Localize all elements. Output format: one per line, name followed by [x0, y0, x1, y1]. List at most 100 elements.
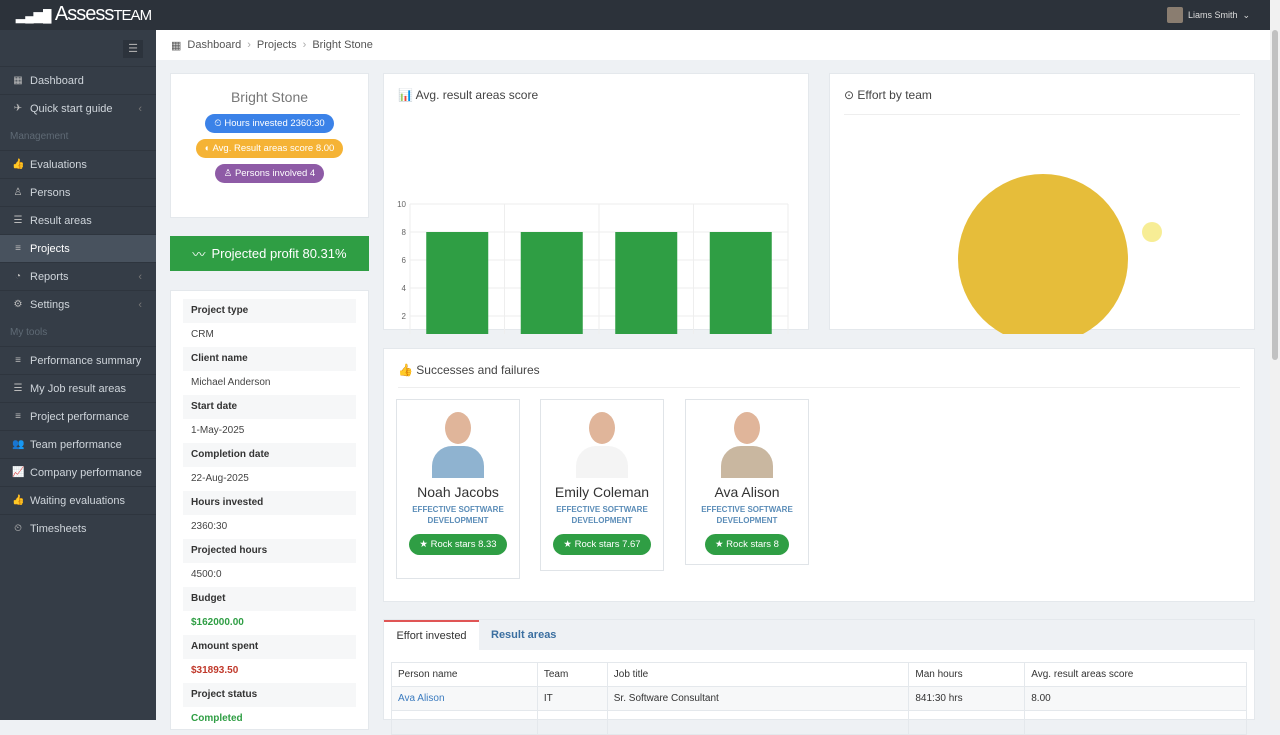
thumbs-up-icon: 👍: [12, 159, 25, 170]
detail-value: $162000.00: [191, 617, 244, 628]
person-role: EFFECTIVE SOFTWARE DEVELOPMENT: [701, 505, 793, 525]
person-role: EFFECTIVE SOFTWARE DEVELOPMENT: [556, 505, 648, 525]
panel-title: 📊 Avg. result areas score: [398, 88, 539, 102]
person-link[interactable]: Ava Alison: [391, 686, 538, 711]
table-cell: IT: [536, 686, 608, 711]
avg-score-chart-panel: 📊 Avg. result areas score 0246810MayJunJ…: [383, 73, 809, 334]
sidebar-section: Management: [10, 130, 69, 142]
table-cell: Sr. Software Consultant: [606, 686, 910, 711]
bar-jun: [520, 232, 583, 334]
clock-icon: ⏲: [14, 523, 22, 534]
breadcrumb: ▦ Dashboard › Projects › Bright Stone: [156, 30, 1270, 60]
sidebar-item-persons[interactable]: ♙ Persons: [0, 178, 156, 206]
hours-badge: ⏲ Hours invested 2360:30: [205, 114, 334, 133]
sidebar-item-dashboard[interactable]: ▦ Dashboard: [0, 66, 156, 94]
cursor-highlight: [1142, 222, 1162, 242]
detail-value: 2360:30: [191, 521, 228, 532]
column-header[interactable]: Person name: [391, 662, 538, 687]
breadcrumb-projects[interactable]: Projects: [256, 39, 297, 51]
y-tick-label: 2: [402, 312, 407, 321]
person-card[interactable]: Ava Alison EFFECTIVE SOFTWARE DEVELOPMEN…: [685, 399, 809, 565]
panel-title: 👍 Successes and failures: [398, 363, 540, 377]
project-details: Project type CRM Client name Michael Anders…: [170, 290, 369, 730]
persons-icon: ♙: [13, 187, 23, 198]
project-summary-card: Bright Stone ⏲ Hours invested 2360:30 ◐ …: [170, 73, 369, 218]
person-photo: [717, 408, 777, 478]
sidebar-item-settings[interactable]: ⚙ Settings ‹: [0, 290, 156, 318]
sidebar: ☰ ▦ Dashboard ✈ Quick start guide ‹ Managemen…: [0, 30, 156, 720]
detail-value: $31893.50: [191, 665, 239, 676]
detail-value: 22-Aug-2025: [191, 473, 249, 484]
table-row: Ava Alison IT Sr. Software Consultant 841:3…: [391, 686, 1247, 711]
detail-label: Amount spent: [183, 635, 356, 659]
rock-stars-badge: ★ Rock stars 8: [705, 534, 789, 555]
list-icon: ≡: [15, 355, 21, 366]
logo[interactable]: ▂▄▆█ AssessTEAM: [16, 3, 152, 25]
detail-label: Completion date: [183, 443, 356, 467]
scrollbar[interactable]: [1270, 0, 1280, 720]
table-cell: 8.00: [1024, 686, 1247, 711]
sidebar-item-label: Quick start guide: [30, 102, 113, 115]
user-menu[interactable]: Liams Smith ⌄: [1166, 7, 1250, 23]
menu-toggle-icon[interactable]: ☰: [123, 40, 143, 58]
team-icon: 👥: [12, 439, 25, 450]
tab-effort-invested[interactable]: Effort invested: [384, 620, 479, 650]
sidebar-item-performance-summary[interactable]: ≡ Performance summary: [0, 346, 156, 374]
sidebar-item-timesheets[interactable]: ⏲ Timesheets: [0, 514, 156, 542]
chevron-left-icon: ‹: [138, 102, 142, 115]
tab-result-areas[interactable]: Result areas: [491, 629, 557, 641]
sidebar-item-projects[interactable]: ≡ Projects: [0, 234, 156, 262]
detail-label: Project status: [183, 683, 356, 707]
detail-label: Start date: [183, 395, 356, 419]
effort-table: Person name Team Job title Man hours Avg. re…: [391, 662, 1247, 735]
sidebar-item-label: Projects: [30, 242, 70, 255]
person-photo: [572, 408, 632, 478]
pie-chart: IT100%: [958, 174, 1162, 334]
sidebar-item-label: Project performance: [30, 410, 130, 423]
list-icon: ≡: [15, 243, 21, 254]
bar-chart: 0246810MayJunJulAug: [397, 200, 789, 334]
breadcrumb-dashboard[interactable]: Dashboard: [187, 39, 242, 51]
top-bar: ▂▄▆█ AssessTEAM Liams Smith ⌄: [0, 0, 1280, 30]
gear-icon: ⚙: [13, 299, 23, 310]
column-header[interactable]: Job title: [606, 662, 910, 687]
sidebar-item-reports[interactable]: ◔ Reports ‹: [0, 262, 156, 290]
rock-stars-badge: ★ Rock stars 7.67: [553, 534, 651, 555]
pie-icon: ◔: [14, 271, 22, 282]
detail-label: Client name: [183, 347, 356, 371]
column-header[interactable]: Avg. result areas score: [1024, 662, 1247, 687]
column-header[interactable]: Team: [536, 662, 608, 687]
effort-by-team-panel: ⊙ Effort by team IT100%: [829, 73, 1255, 334]
thumbs-up-icon: 👍: [12, 495, 25, 506]
chevron-left-icon: ‹: [138, 270, 142, 283]
sliders-icon: ☰: [13, 383, 23, 394]
sidebar-item-waiting-evaluations[interactable]: 👍 Waiting evaluations: [0, 486, 156, 514]
person-card[interactable]: Noah Jacobs EFFECTIVE SOFTWARE DEVELOPME…: [396, 399, 520, 579]
rock-stars-badge: ★ Rock stars 8.33: [409, 534, 507, 555]
avatar: [1166, 7, 1183, 23]
sidebar-item-my-job-result-areas[interactable]: ☰ My Job result areas: [0, 374, 156, 402]
bar-aug: [709, 232, 772, 334]
sidebar-item-label: Persons: [30, 186, 71, 199]
y-tick-label: 10: [397, 200, 406, 209]
breadcrumb-current: Bright Stone: [312, 39, 373, 51]
detail-value: 4500:0: [191, 569, 222, 580]
effort-tabs-panel: Effort invested Result areas Person name…: [383, 619, 1255, 735]
bar-jul: [615, 232, 678, 334]
sidebar-item-evaluations[interactable]: 👍 Evaluations: [0, 150, 156, 178]
sidebar-item-label: Waiting evaluations: [30, 494, 125, 507]
successes-panel: 👍 Successes and failures: [383, 348, 1255, 602]
detail-label: Project type: [183, 299, 356, 323]
sidebar-item-company-performance[interactable]: 📈 Company performance: [0, 458, 156, 486]
sidebar-item-label: Company performance: [30, 466, 142, 479]
person-role: EFFECTIVE SOFTWARE DEVELOPMENT: [412, 505, 504, 525]
bar-may: [426, 232, 489, 334]
column-header[interactable]: Man hours: [908, 662, 1026, 687]
sidebar-item-quick-start-guide[interactable]: ✈ Quick start guide ‹: [0, 94, 156, 122]
sidebar-item-team-performance[interactable]: 👥 Team performance: [0, 430, 156, 458]
sidebar-item-label: Performance summary: [30, 354, 142, 367]
person-card[interactable]: Emily Coleman EFFECTIVE SOFTWARE DEVELOP…: [540, 399, 664, 571]
sidebar-item-result-areas[interactable]: ☰ Result areas: [0, 206, 156, 234]
sidebar-item-label: Reports: [30, 270, 69, 283]
sidebar-item-project-performance[interactable]: ≡ Project performance: [0, 402, 156, 430]
